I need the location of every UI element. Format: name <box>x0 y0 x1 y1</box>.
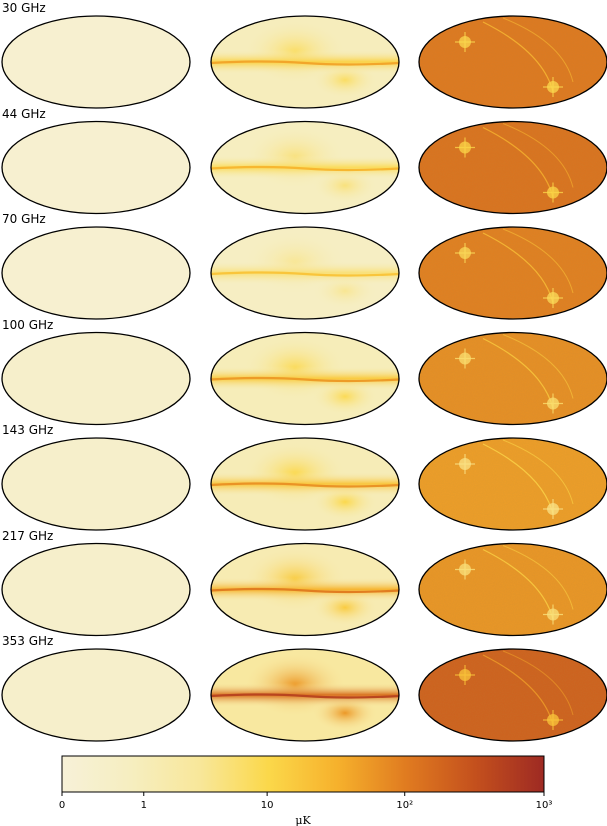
map-outline <box>210 437 400 531</box>
sky-map-panel <box>211 332 399 425</box>
sky-map-panel <box>2 649 190 741</box>
colorbar-tick-label: 0 <box>59 800 65 811</box>
colorbar-tick-label: 10 <box>261 800 274 811</box>
sky-map-panel <box>211 649 399 741</box>
map-outline <box>418 437 607 531</box>
colorbar-tick-label: 10³ <box>536 800 553 811</box>
frequency-label: 44 GHz <box>2 106 46 121</box>
sky-map-panel <box>419 332 607 425</box>
sky-map-panel <box>419 227 607 319</box>
sky-map-panel <box>419 121 607 214</box>
map-outline <box>418 15 607 109</box>
colorbar-unit-label: μK <box>295 814 311 826</box>
map-outline <box>210 648 400 742</box>
sky-map-panel <box>2 543 190 636</box>
map-outline <box>1 437 191 531</box>
map-outline <box>1 15 191 109</box>
map-outline <box>1 226 191 320</box>
map-outline <box>1 542 191 637</box>
sky-map-panel <box>419 16 607 108</box>
map-outline <box>1 331 191 426</box>
map-outline <box>210 120 400 215</box>
map-outline <box>210 15 400 109</box>
sky-map-panel <box>211 543 399 636</box>
frequency-label: 100 GHz <box>2 317 54 332</box>
map-outline <box>210 226 400 320</box>
map-outline <box>1 648 191 742</box>
map-outline <box>210 331 400 426</box>
sky-map-panel <box>211 121 399 214</box>
frequency-label: 143 GHz <box>2 423 54 437</box>
map-outline <box>418 226 607 320</box>
map-outline <box>210 542 400 637</box>
map-outline <box>418 120 607 215</box>
sky-map-panel <box>2 227 190 319</box>
sky-map-panel <box>2 121 190 214</box>
colorbar-tick-label: 1 <box>141 800 147 811</box>
map-outline <box>1 120 191 215</box>
colorbar-gradient <box>61 755 545 793</box>
map-outline <box>418 331 607 426</box>
map-outline <box>418 648 607 742</box>
frequency-label: 217 GHz <box>2 528 54 543</box>
sky-map-panel <box>211 438 399 530</box>
map-grid <box>1 15 607 742</box>
colorbar: 0 1 10 10² 10³ μK <box>59 755 553 826</box>
sky-map-panel <box>419 649 607 741</box>
sky-map-panel <box>211 227 399 319</box>
sky-map-panel <box>2 438 190 530</box>
colorbar-tick-label: 10² <box>396 800 413 811</box>
map-outline <box>418 542 607 637</box>
frequency-label: 30 GHz <box>2 1 46 15</box>
sky-map-panel <box>211 16 399 108</box>
frequency-label: 70 GHz <box>2 212 46 226</box>
sky-map-panel <box>419 543 607 636</box>
sky-map-panel <box>2 16 190 108</box>
frequency-label: 353 GHz <box>2 634 54 648</box>
sky-map-panel <box>419 438 607 530</box>
sky-map-panel <box>2 332 190 425</box>
